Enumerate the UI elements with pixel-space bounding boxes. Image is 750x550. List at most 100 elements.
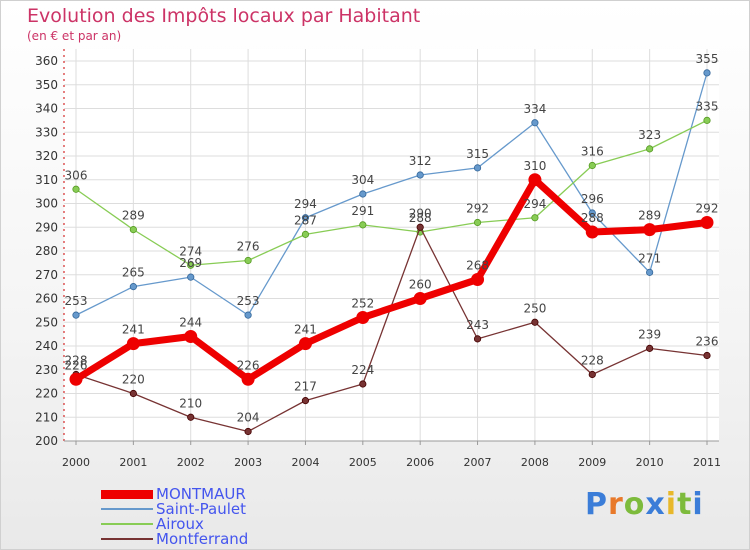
data-label-montferrand: 239 [638,327,661,341]
x-tick-label: 2006 [406,456,434,469]
data-label-airoux: 316 [581,145,604,159]
y-tick-label: 360 [35,54,58,68]
data-point-saint-paulet [473,164,482,172]
plot-area [64,49,719,441]
legend-label-saint-paulet: Saint-Paulet [156,500,247,518]
data-label-airoux: 274 [179,244,202,258]
x-tick-label: 2005 [349,456,377,469]
x-tick-label: 2000 [62,456,90,469]
data-point-saint-paulet [646,268,654,276]
data-point-montferrand [703,351,711,360]
logo-letter: P [585,487,608,522]
data-point-airoux [129,226,137,234]
data-label-saint-paulet: 334 [523,102,546,116]
legend-label-montferrand: Montferrand [156,530,249,548]
data-label-montmaur: 268 [466,259,489,273]
logo-letter: i [665,487,678,522]
data-point-montmaur [126,337,140,351]
logo-letter: i [692,487,704,522]
x-tick-label: 2001 [119,456,147,469]
data-label-montferrand: 243 [466,318,489,332]
data-label-saint-paulet: 315 [466,147,489,161]
data-point-saint-paulet [359,190,367,198]
data-point-saint-paulet [416,171,424,179]
data-label-montmaur: 226 [237,358,260,372]
y-tick-label: 350 [35,78,58,92]
data-label-airoux: 292 [466,202,489,216]
y-tick-label: 320 [35,149,58,163]
data-label-airoux: 276 [237,240,260,254]
y-tick-label: 270 [35,268,58,282]
data-label-montmaur: 292 [696,202,719,216]
data-label-airoux: 291 [351,204,374,218]
x-tick-label: 2003 [234,456,262,469]
data-point-montmaur [69,372,83,386]
logo-letter: x [645,487,666,522]
logo-letter: o [623,487,646,522]
data-point-airoux [301,230,310,238]
y-tick-label: 300 [35,197,58,211]
legend-label-airoux: Airoux [156,515,204,533]
data-point-airoux [703,116,711,124]
chart-subtitle: (en € et par an) [27,29,122,43]
y-tick-label: 250 [35,315,58,329]
chart-axes: 200 210 220 230 240 250 260 270 280 290 300 310 320 3… [35,49,721,469]
data-point-airoux [244,256,252,265]
data-label-airoux: 287 [294,213,317,227]
chart-title: Evolution des Impôts locaux par Habitant [27,5,421,27]
chart-data-labels: 253 265 269 253 294 304 312 315 334 296 271 355 306 2… [65,52,719,425]
data-point-montmaur [471,273,485,286]
data-point-montmaur [528,173,542,187]
data-point-montferrand [588,370,596,379]
chart-series [69,69,714,436]
data-label-montferrand: 224 [351,363,374,377]
chart-grid [64,49,719,442]
data-label-montmaur: 244 [179,316,202,330]
y-tick-label: 330 [35,125,58,139]
data-label-montmaur: 241 [122,323,145,337]
data-label-airoux: 294 [523,197,546,211]
data-point-montmaur [298,337,312,351]
y-tick-label: 280 [35,244,58,258]
y-tick-label: 340 [35,102,58,116]
data-label-montmaur: 241 [294,323,317,337]
legend-swatch-airoux [101,523,153,525]
series-line-airoux [75,119,708,266]
data-point-montferrand [473,335,482,343]
x-tick-label: 2009 [578,456,606,469]
series-line-saint-paulet [75,72,708,316]
data-label-saint-paulet: 253 [65,294,88,308]
y-tick-label: 220 [35,387,58,401]
data-label-saint-paulet: 304 [351,173,374,187]
data-label-airoux: 335 [696,99,719,113]
data-point-montferrand [531,318,539,326]
data-label-saint-paulet: 312 [409,154,432,168]
data-label-montferrand: 250 [523,301,546,315]
data-label-montmaur: 260 [409,278,432,292]
data-point-airoux [531,214,539,222]
data-label-saint-paulet: 271 [638,251,661,265]
data-point-montferrand [646,344,654,352]
proxiti-logo: Proxiti [585,487,704,522]
x-tick-label: 2007 [464,456,492,469]
legend-swatch-montferrand [101,538,153,540]
y-tick-label: 240 [35,339,58,353]
data-label-saint-paulet: 269 [179,256,202,270]
data-point-montmaur [585,225,599,239]
data-label-saint-paulet: 355 [696,52,719,66]
data-label-airoux: 306 [65,168,88,182]
data-label-montmaur: 310 [523,159,546,173]
data-label-montmaur: 289 [638,209,661,223]
legend-swatch-saint-paulet [101,508,153,510]
data-point-airoux [72,185,80,193]
data-point-montmaur [413,292,427,305]
data-label-montferrand: 236 [696,335,719,349]
data-point-saint-paulet [244,311,252,319]
data-point-montmaur [241,372,255,386]
x-tick-label: 2010 [636,456,664,469]
data-point-montferrand [187,413,195,421]
x-tick-label: 2011 [693,456,721,469]
data-label-saint-paulet: 253 [237,294,260,308]
data-label-montferrand: 290 [409,206,432,220]
